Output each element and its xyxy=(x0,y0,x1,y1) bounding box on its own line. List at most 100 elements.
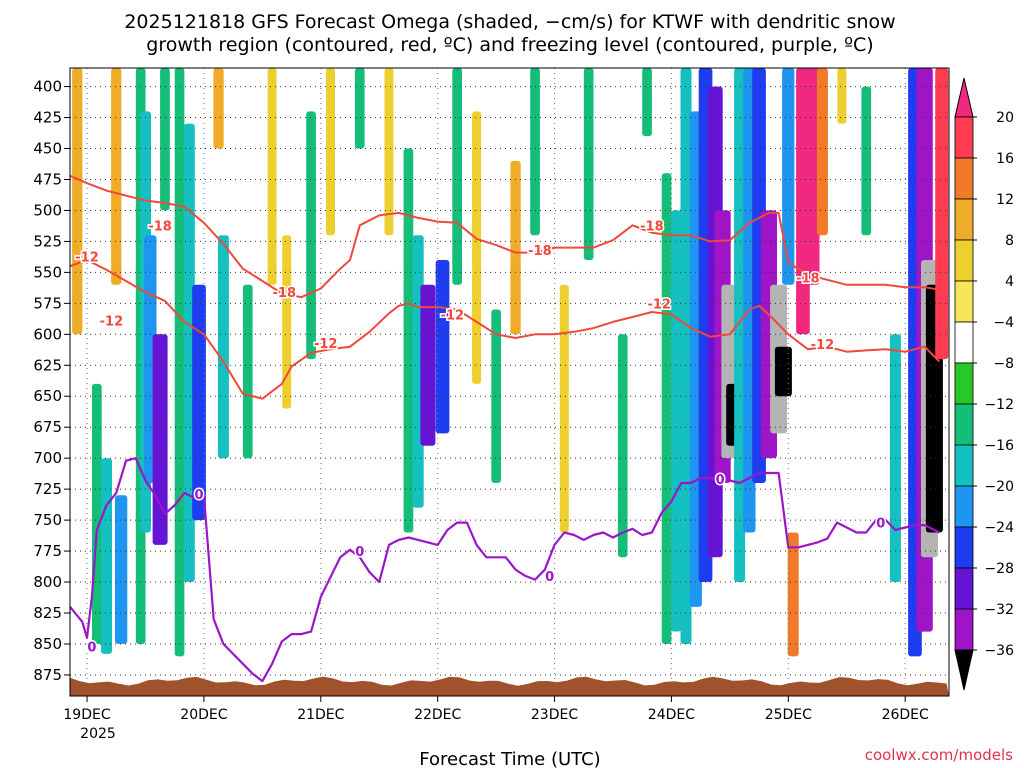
y-tick-label-700: 700 xyxy=(33,449,62,467)
colorbar-swatch-7 xyxy=(954,403,974,446)
contour-label-dgz-10: -12 xyxy=(811,338,835,353)
omega-feature-37 xyxy=(680,68,692,644)
colorbar-swatch-1 xyxy=(954,157,974,200)
omega-feature-3 xyxy=(111,68,122,285)
colorbar-label-10: −24 xyxy=(984,520,1014,536)
colorbar-swatch-5 xyxy=(954,321,974,364)
colorbar-label-6: −8 xyxy=(993,356,1014,372)
omega-feature-21 xyxy=(384,68,394,236)
ground-fill xyxy=(70,676,949,696)
contour-label-freezing-13: 0 xyxy=(355,545,364,560)
omega-feature-33 xyxy=(617,334,628,558)
colorbar-swatch-4 xyxy=(954,280,974,323)
contour-labels: -18 -12 -18 -12 -12 -12 -18 -12 -18 -18 -12 0 0 0 0 0 0 xyxy=(74,218,887,657)
omega-feature-51 xyxy=(787,532,799,657)
x-tick-label-26DEC: 26DEC xyxy=(882,707,929,723)
y-tick-label-625: 625 xyxy=(33,356,62,374)
ground-terrain xyxy=(70,676,949,696)
y-tick-label-675: 675 xyxy=(33,418,62,436)
y-tick-label-575: 575 xyxy=(33,294,62,312)
y-tick-label-775: 775 xyxy=(33,542,62,560)
omega-feature-4 xyxy=(115,495,128,644)
colorbar-label-8: −16 xyxy=(984,438,1014,454)
colorbar-swatch-6 xyxy=(954,362,974,405)
omega-feature-31 xyxy=(559,284,569,533)
omega-feature-44 xyxy=(734,68,746,582)
omega-feature-24 xyxy=(420,284,436,446)
colorbar: 20 16 12 8 4 −4 −8 −12 −16 −20 −24 −28 −32 −36 xyxy=(954,77,1014,691)
colorbar-top-arrow xyxy=(954,77,974,118)
y-tick-label-725: 725 xyxy=(33,480,62,498)
colorbar-swatch-8 xyxy=(954,444,974,487)
colorbar-label-7: −12 xyxy=(984,397,1014,413)
colorbar-swatch-0 xyxy=(954,116,974,159)
omega-feature-30 xyxy=(530,68,540,236)
contour-label-dgz-8: -18 xyxy=(640,219,664,234)
colorbar-swatch-11 xyxy=(954,567,974,610)
x-tick-label-23DEC: 23DEC xyxy=(531,707,578,723)
contour-label-dgz-1: -12 xyxy=(75,250,99,265)
omega-feature-27 xyxy=(472,111,482,384)
omega-feature-35 xyxy=(661,173,672,645)
y-tick-label-600: 600 xyxy=(33,325,62,343)
contour-label-freezing-14: 0 xyxy=(545,570,554,585)
omega-feature-34 xyxy=(642,68,652,137)
y-tick-label-500: 500 xyxy=(33,201,62,219)
omega-feature-10 xyxy=(174,68,185,657)
contour-label-freezing-15: 0 xyxy=(716,473,725,488)
colorbar-label-11: −28 xyxy=(984,561,1014,577)
x-axis: 19DEC 20DEC 21DEC 22DEC 23DEC 24DEC 25DEC 26DEC xyxy=(63,696,929,723)
colorbar-swatch-12 xyxy=(954,608,974,651)
contour-label-dgz-2: -18 xyxy=(273,286,297,301)
omega-feature-22 xyxy=(403,148,414,533)
omega-feature-19 xyxy=(326,68,335,236)
omega-feature-18 xyxy=(306,111,316,360)
x-tick-label-24DEC: 24DEC xyxy=(648,707,695,723)
chart-title-line1: 2025121818 GFS Forecast Omega (shaded, −… xyxy=(124,11,895,33)
y-tick-label-450: 450 xyxy=(33,140,62,158)
colorbar-label-4: 4 xyxy=(1005,274,1014,290)
y-tick-label-425: 425 xyxy=(33,109,62,127)
contour-label-dgz-3: -12 xyxy=(100,315,124,330)
y-tick-label-525: 525 xyxy=(33,232,62,250)
contour-dgz-minus18 xyxy=(70,174,940,299)
omega-feature-20 xyxy=(354,68,365,149)
y-tick-label-400: 400 xyxy=(33,78,62,96)
omega-feature-53 xyxy=(805,68,820,285)
contour-lines xyxy=(70,174,941,683)
omega-feature-13 xyxy=(213,68,224,149)
credit-text: coolwx.com/models xyxy=(865,746,1013,764)
y-tick-label-550: 550 xyxy=(33,263,62,281)
omega-feature-8 xyxy=(152,334,168,545)
colorbar-swatch-9 xyxy=(954,485,974,528)
omega-feature-1 xyxy=(92,383,102,644)
omega-feature-11 xyxy=(183,123,195,582)
x-tick-label-25DEC: 25DEC xyxy=(765,707,812,723)
omega-feature-54 xyxy=(816,68,828,236)
x-tick-label-22DEC: 22DEC xyxy=(414,707,461,723)
contour-label-freezing-11: 0 xyxy=(87,641,96,656)
omega-feature-0 xyxy=(72,68,83,335)
colorbar-label-5: −4 xyxy=(993,315,1014,331)
colorbar-label-13: −36 xyxy=(984,643,1014,659)
chart-title-line2: growth region (contoured, red, ºC) and f… xyxy=(146,34,873,56)
x-tick-label-19DEC: 19DEC xyxy=(63,707,110,723)
contour-label-dgz-9: -18 xyxy=(796,271,820,286)
omega-feature-29 xyxy=(510,160,521,335)
y-axis: 400 425 450 475 500 525 550 575 600 625 650 675 700 7… xyxy=(33,78,70,684)
omega-feature-49 xyxy=(774,346,792,397)
y-tick-label-850: 850 xyxy=(33,635,62,653)
y-tick-label-800: 800 xyxy=(33,573,62,591)
contour-label-dgz-7: -12 xyxy=(647,297,671,312)
x-year-label: 2025 xyxy=(80,726,116,742)
omega-feature-55 xyxy=(837,68,847,124)
x-tick-label-21DEC: 21DEC xyxy=(297,707,344,723)
omega-feature-28 xyxy=(491,309,501,483)
omega-feature-15 xyxy=(242,284,253,459)
contour-label-dgz-5: -12 xyxy=(441,309,465,324)
y-tick-label-825: 825 xyxy=(33,604,62,622)
y-tick-label-750: 750 xyxy=(33,511,62,529)
colorbar-swatch-3 xyxy=(954,239,974,282)
y-tick-label-475: 475 xyxy=(33,171,62,189)
